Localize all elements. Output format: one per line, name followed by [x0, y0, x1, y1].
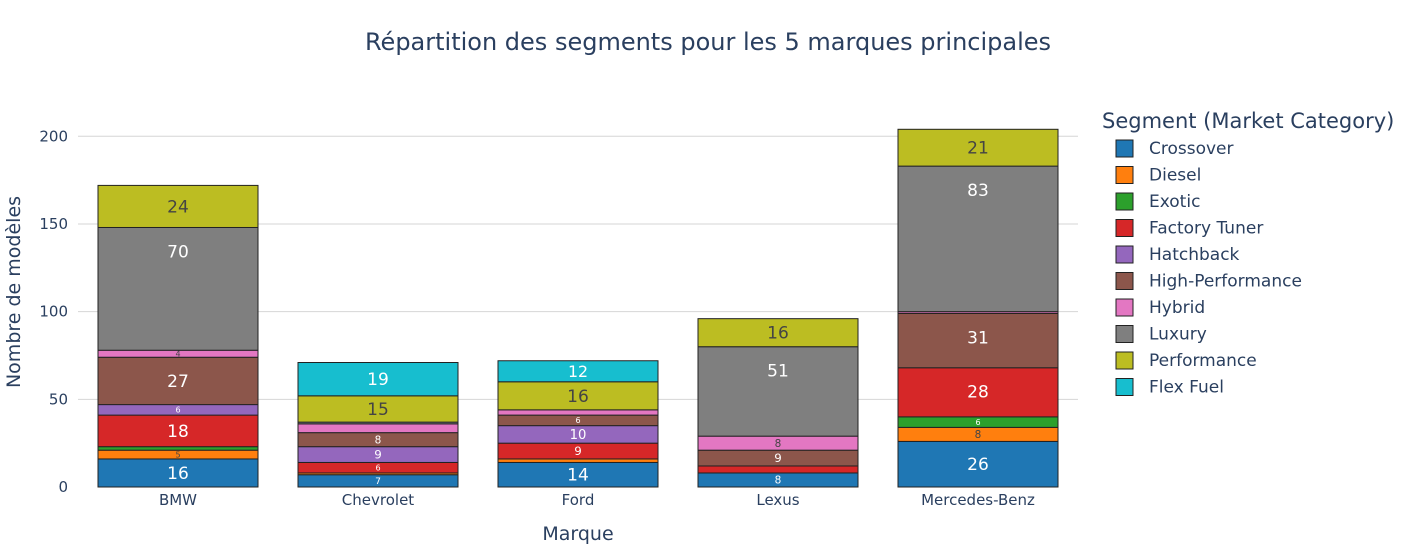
bar-label: 83 — [967, 181, 989, 201]
bar-label: 5 — [175, 450, 180, 459]
bar-label: 7 — [375, 476, 381, 487]
bar-label: 12 — [568, 362, 588, 381]
bar-mercedes-benz-factory-tuner[interactable] — [897, 367, 1059, 418]
bar-label: 28 — [967, 383, 989, 403]
y-tick-label: 0 — [58, 478, 68, 496]
legend-item-high-performance[interactable]: High-Performance — [1149, 272, 1302, 292]
y-tick-label: 50 — [49, 390, 68, 408]
bar-chevrolet-flex-fuel[interactable] — [297, 362, 459, 397]
x-axis-ticks: BMW Chevrolet Ford Lexus Mercedes-Benz — [159, 491, 1035, 509]
legend-item-diesel[interactable]: Diesel — [1149, 166, 1201, 186]
bar-label: 9 — [374, 448, 382, 462]
x-tick-label: BMW — [159, 491, 197, 509]
bar-label: 21 — [967, 139, 989, 159]
bar-label: 9 — [774, 451, 782, 465]
legend-swatch-luxury[interactable] — [1115, 325, 1134, 343]
bar-lexus-performance[interactable] — [697, 318, 859, 348]
bar-label: 4 — [175, 350, 180, 359]
bar-lexus-factory-tuner[interactable] — [697, 465, 859, 474]
y-axis-title: Nombre de modèles — [3, 196, 25, 388]
y-tick-label: 100 — [39, 303, 68, 321]
bars: 1651862747024769815191491061612898511626… — [97, 128, 1059, 488]
bar-label: 16 — [167, 464, 189, 484]
bar-label: 19 — [367, 370, 389, 390]
bar-label: 15 — [367, 400, 389, 420]
bar-ford-hybrid[interactable] — [497, 409, 659, 416]
bar-mercedes-benz-performance[interactable] — [897, 128, 1059, 167]
legend-swatch-flex-fuel[interactable] — [1115, 378, 1134, 396]
legend-item-luxury[interactable]: Luxury — [1149, 325, 1207, 345]
x-tick-label: Ford — [562, 491, 595, 509]
bar-label: 16 — [767, 324, 789, 344]
legend-swatch-diesel[interactable] — [1115, 166, 1134, 184]
bar-label: 14 — [567, 466, 589, 486]
legend[interactable]: Segment (Market Category) Crossover Diese… — [1102, 109, 1394, 398]
y-tick-label: 150 — [39, 215, 68, 233]
bar-chevrolet-performance[interactable] — [297, 395, 459, 423]
y-tick-label: 200 — [39, 127, 68, 145]
x-axis-title: Marque — [542, 523, 613, 545]
bar-ford-crossover[interactable] — [497, 461, 659, 488]
x-tick-label: Lexus — [756, 491, 799, 509]
bar-label: 16 — [567, 387, 589, 407]
bar-label: 9 — [574, 444, 582, 458]
bar-bmw-exotic[interactable] — [97, 446, 259, 451]
bar-label: 6 — [575, 416, 580, 425]
bar-bmw-performance[interactable] — [97, 184, 259, 228]
bar-label: 10 — [570, 428, 587, 443]
bar-bmw-luxury[interactable] — [97, 226, 259, 351]
legend-swatch-high-performance[interactable] — [1115, 272, 1134, 290]
bar-ford-performance[interactable] — [497, 381, 659, 411]
chart-title: Répartition des segments pour les 5 marq… — [365, 28, 1051, 56]
legend-item-flex-fuel[interactable]: Flex Fuel — [1149, 378, 1224, 398]
bar-ford-diesel[interactable] — [497, 458, 659, 463]
bar-chevrolet-hybrid[interactable] — [297, 423, 459, 434]
bar-label: 8 — [775, 475, 782, 487]
x-tick-label: Mercedes-Benz — [921, 491, 1035, 509]
bar-label: 6 — [375, 464, 380, 473]
bar-bmw-crossover[interactable] — [97, 458, 259, 488]
bar-label: 70 — [167, 242, 189, 262]
bar-mercedes-benz-crossover[interactable] — [897, 440, 1059, 488]
bar-label: 8 — [375, 434, 382, 446]
bar-ford-flex-fuel[interactable] — [497, 360, 659, 383]
legend-swatch-factory-tuner[interactable] — [1115, 219, 1134, 237]
legend-swatch-hatchback[interactable] — [1115, 245, 1134, 264]
bar-label: 6 — [975, 418, 980, 427]
bar-mercedes-benz-luxury[interactable] — [897, 165, 1059, 313]
bar-label: 31 — [967, 328, 989, 348]
legend-item-exotic[interactable]: Exotic — [1149, 192, 1200, 212]
legend-swatch-performance[interactable] — [1115, 351, 1134, 370]
x-tick-label: Chevrolet — [342, 491, 414, 509]
bar-label: 24 — [167, 197, 189, 217]
bar-lexus-luxury[interactable] — [697, 346, 859, 437]
legend-swatch-crossover[interactable] — [1115, 139, 1134, 158]
legend-item-performance[interactable]: Performance — [1149, 351, 1257, 371]
legend-swatch-exotic[interactable] — [1115, 192, 1134, 211]
legend-item-factory-tuner[interactable]: Factory Tuner — [1149, 219, 1263, 239]
bar-label: 6 — [175, 406, 180, 415]
legend-item-crossover[interactable]: Crossover — [1149, 139, 1234, 159]
legend-item-hybrid[interactable]: Hybrid — [1149, 298, 1205, 318]
legend-swatch-hybrid[interactable] — [1115, 298, 1134, 317]
bar-label: 51 — [767, 362, 789, 382]
legend-item-hatchback[interactable]: Hatchback — [1149, 245, 1240, 265]
legend-title: Segment (Market Category) — [1102, 109, 1394, 133]
bar-label: 27 — [167, 372, 189, 392]
bar-label: 8 — [975, 429, 982, 441]
bar-label: 8 — [775, 438, 782, 450]
bar-label: 26 — [967, 455, 989, 475]
bar-label: 18 — [167, 422, 189, 442]
bar-bmw-high-performance[interactable] — [97, 356, 259, 406]
y-axis-ticks: 0 50 100 150 200 — [39, 127, 68, 496]
